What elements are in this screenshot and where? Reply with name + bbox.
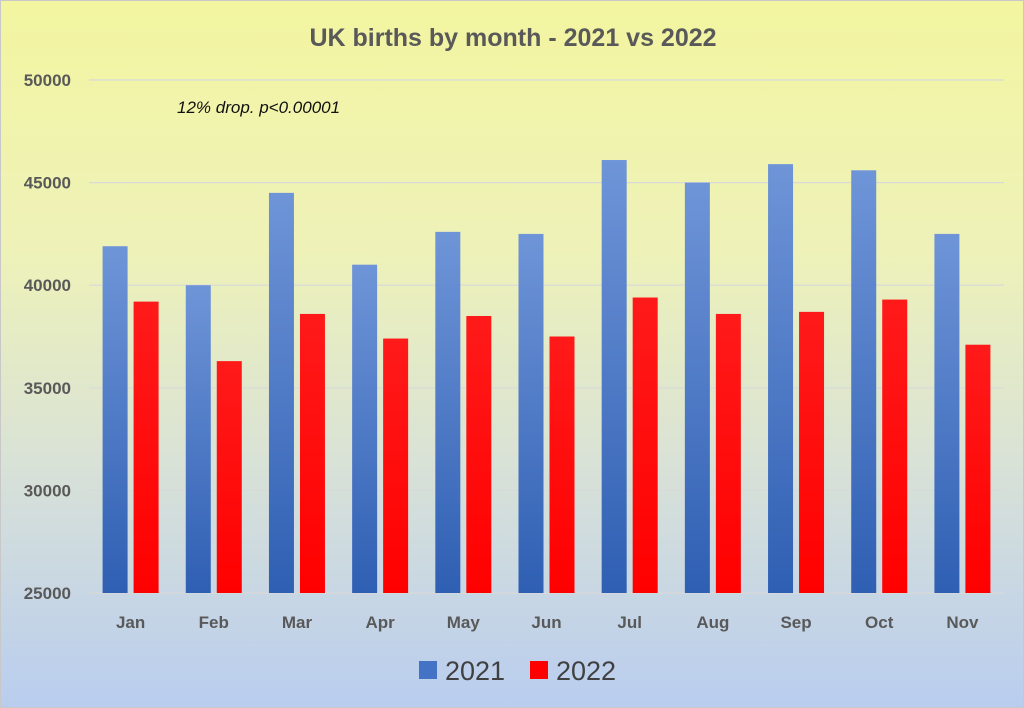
- bar-2022-jun: [549, 336, 575, 593]
- bar-2021-jul: [601, 160, 627, 593]
- x-tick-label: Mar: [282, 613, 313, 632]
- bar-2022-sep: [799, 311, 825, 593]
- bar-2022-jul: [632, 297, 658, 593]
- y-tick-label: 45000: [24, 174, 71, 193]
- bar-2022-jan: [133, 301, 159, 593]
- bar-2021-may: [435, 231, 461, 593]
- bar-2021-aug: [684, 182, 710, 593]
- annotation: 12% drop. p<0.00001: [177, 98, 340, 117]
- legend-swatch-2021: [419, 661, 437, 679]
- bar-2021-apr: [352, 264, 378, 593]
- x-tick-label: Jun: [531, 613, 561, 632]
- y-tick-label: 40000: [24, 276, 71, 295]
- bar-2022-apr: [383, 338, 409, 593]
- x-tick-label: Oct: [865, 613, 894, 632]
- bar-2021-mar: [268, 192, 294, 594]
- y-tick-label: 25000: [24, 584, 71, 603]
- chart-title: UK births by month - 2021 vs 2022: [309, 24, 716, 52]
- x-axis-ticks: Jan Feb Mar Apr May Jun Jul Aug Sep Oct Nov: [116, 613, 979, 632]
- x-tick-label: Aug: [696, 613, 729, 632]
- bar-2021-feb: [185, 285, 211, 593]
- bar-2021-jun: [518, 233, 544, 593]
- bar-2021-oct: [851, 170, 877, 593]
- bars: [102, 160, 991, 594]
- x-tick-label: Nov: [946, 613, 979, 632]
- bar-2022-nov: [965, 344, 991, 593]
- y-tick-label: 50000: [24, 71, 71, 90]
- bar-2021-nov: [934, 233, 960, 593]
- bar-2022-feb: [216, 361, 242, 593]
- bar-2022-may: [466, 315, 492, 593]
- y-tick-label: 35000: [24, 379, 71, 398]
- bar-2021-sep: [768, 164, 794, 593]
- x-tick-label: May: [447, 613, 481, 632]
- legend-label-2021: 2021: [445, 656, 505, 686]
- bar-2022-oct: [882, 299, 908, 593]
- x-tick-label: Sep: [780, 613, 811, 632]
- legend-label-2022: 2022: [556, 656, 616, 686]
- y-axis-ticks: 25000 30000 35000 40000 45000 50000: [24, 71, 71, 603]
- bar-2021-jan: [102, 246, 128, 593]
- x-tick-label: Jan: [116, 613, 145, 632]
- x-tick-label: Feb: [199, 613, 229, 632]
- legend-swatch-2022: [530, 661, 548, 679]
- bar-2022-aug: [715, 313, 741, 593]
- x-tick-label: Jul: [617, 613, 642, 632]
- x-tick-label: Apr: [365, 613, 395, 632]
- legend: 2021 2022: [419, 656, 616, 686]
- bar-2022-mar: [299, 313, 325, 593]
- y-tick-label: 30000: [24, 481, 71, 500]
